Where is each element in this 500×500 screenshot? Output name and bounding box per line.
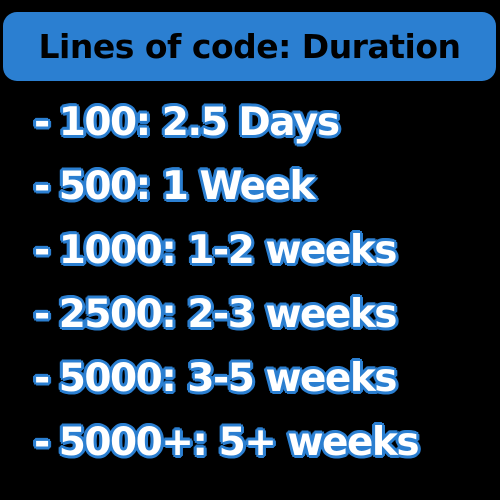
list-item-text: 5000: 3-5 weeks (58, 355, 398, 401)
bullet-dash: - (34, 163, 50, 209)
list-item: - 5000+: 5+ weeks (34, 410, 494, 474)
title-text: Lines of code: Duration (38, 27, 461, 66)
list-item-text: 2500: 2-3 weeks (58, 291, 398, 337)
list-item: - 500: 1 Week (34, 154, 494, 218)
list-item-text: 5000+: 5+ weeks (58, 419, 420, 465)
bullet-dash: - (34, 227, 50, 273)
list-item-text: 500: 1 Week (58, 163, 316, 209)
list-item: - 100: 2.5 Days (34, 90, 494, 154)
list-item-text: 100: 2.5 Days (58, 99, 340, 145)
bullet-dash: - (34, 419, 50, 465)
list-item: - 2500: 2-3 weeks (34, 282, 494, 346)
list-item-text: 1000: 1-2 weeks (58, 227, 398, 273)
bullet-dash: - (34, 291, 50, 337)
title-banner: Lines of code: Duration (3, 12, 496, 81)
bullet-dash: - (34, 99, 50, 145)
duration-list: - 100: 2.5 Days - 500: 1 Week - 1000: 1-… (34, 90, 494, 474)
list-item: - 5000: 3-5 weeks (34, 346, 494, 410)
list-item: - 1000: 1-2 weeks (34, 218, 494, 282)
bullet-dash: - (34, 355, 50, 401)
